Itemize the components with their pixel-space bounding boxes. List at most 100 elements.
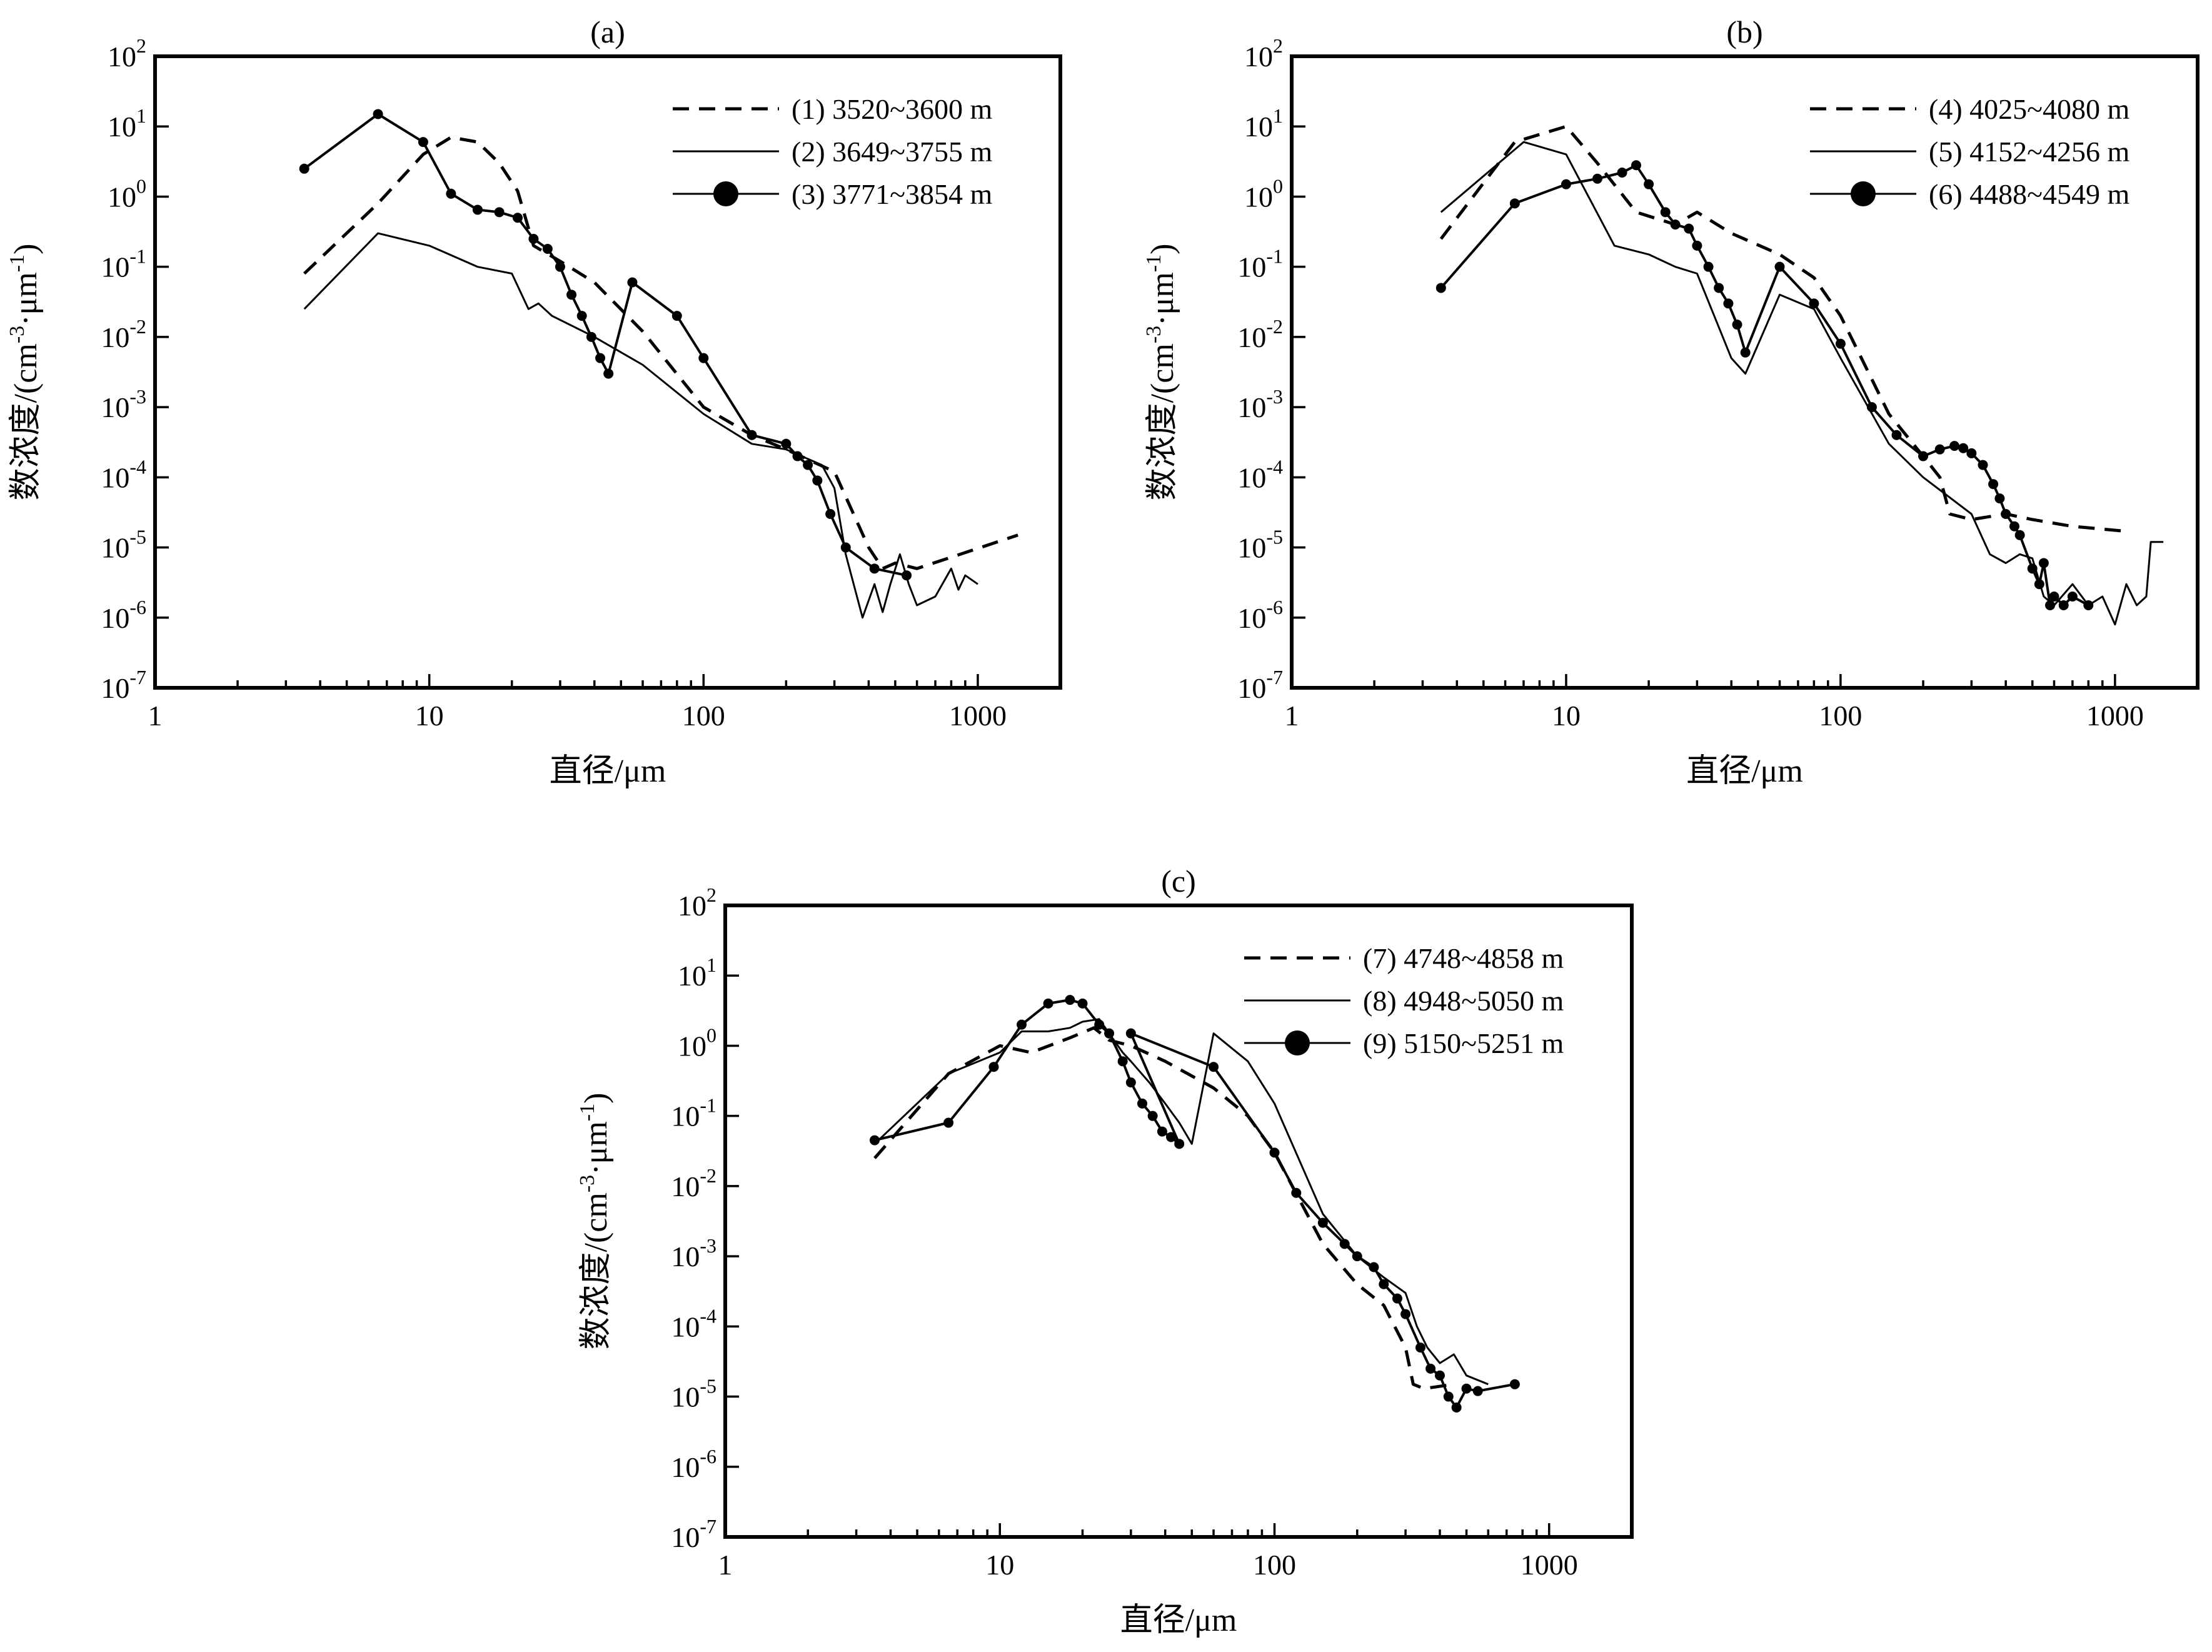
series-point [494, 207, 505, 218]
series-point [542, 244, 553, 254]
y-tick-label: 100 [1244, 174, 1283, 213]
x-axis-title: 直径/μm [550, 753, 666, 789]
series-point [1435, 283, 1446, 293]
series-point [1125, 1028, 1136, 1039]
series-point [1692, 240, 1702, 251]
series-point [576, 311, 587, 321]
x-tick-label: 10 [985, 1549, 1014, 1581]
series-point [825, 509, 836, 520]
series-point [1209, 1062, 1219, 1072]
series-point [1631, 160, 1642, 171]
series-point [1434, 1370, 1445, 1381]
x-tick-label: 1 [718, 1549, 733, 1581]
series-point [1918, 451, 1929, 461]
series-point [1392, 1293, 1402, 1304]
series-line-3 [1440, 164, 2089, 607]
series-line-1 [873, 1026, 1454, 1391]
series-point [1592, 173, 1602, 184]
y-tick-label: 10-2 [671, 1164, 716, 1202]
y-tick-label: 10-6 [671, 1445, 716, 1483]
y-tick-label: 102 [678, 884, 716, 922]
x-tick-label: 1000 [1521, 1549, 1578, 1581]
legend-label: (7) 4748~4858 m [1363, 942, 1564, 974]
series-line-1 [303, 136, 1018, 570]
series-point [1147, 1111, 1158, 1121]
plot-frame [1290, 54, 2199, 690]
series-point [2038, 558, 2049, 568]
series-point [1166, 1132, 1177, 1142]
panel-label: (b) [1726, 14, 1762, 49]
series-line-1 [1439, 124, 2127, 533]
series-point [1617, 168, 1627, 178]
series-point [1732, 320, 1742, 330]
series-point [555, 261, 565, 272]
y-tick-label: 10-6 [1237, 596, 1283, 634]
y-tick-label: 10-1 [1237, 245, 1283, 283]
series-point [1684, 223, 1694, 234]
legend-marker [1285, 1030, 1310, 1055]
series-point [1043, 998, 1053, 1009]
series-point [1978, 460, 1988, 470]
series-point [1660, 207, 1671, 218]
y-tick-label: 10-4 [671, 1304, 716, 1342]
series-point [869, 563, 880, 574]
series-point [2034, 579, 2044, 590]
series-line-2 [873, 1018, 1489, 1386]
series-point [1644, 179, 1654, 189]
series-point [1561, 179, 1571, 189]
series-point [1866, 402, 1877, 413]
series-point [1174, 1139, 1185, 1149]
series-point [1835, 338, 1846, 349]
legend-label: (6) 4488~4549 m [1929, 178, 2130, 210]
y-axis-title: 数浓度/(cm-3·μm-1) [1142, 244, 1180, 501]
series-point [1966, 448, 1977, 458]
x-tick-label: 1000 [949, 700, 1007, 732]
y-tick-label: 102 [108, 34, 146, 73]
legend-marker [713, 181, 738, 206]
series-point [566, 290, 577, 300]
series-point [1352, 1251, 1362, 1262]
x-tick-label: 100 [1253, 1549, 1296, 1581]
legend-marker [1851, 181, 1876, 206]
y-tick-label: 10-4 [101, 455, 146, 493]
y-axis-title: 数浓度/(cm-3·μm-1) [6, 244, 44, 501]
series-point [446, 188, 456, 199]
x-axis-title: 直径/μm [1120, 1603, 1237, 1638]
legend-label: (3) 3771~3854 m [792, 178, 993, 210]
series-point [1137, 1098, 1148, 1109]
series-point [586, 331, 596, 342]
series-point [1670, 219, 1681, 230]
y-tick-label: 10-5 [671, 1375, 716, 1413]
series-point [1094, 1019, 1105, 1030]
series-point [472, 204, 483, 215]
y-tick-label: 101 [678, 954, 716, 992]
series-point [781, 438, 792, 449]
series-point [1339, 1239, 1350, 1249]
x-tick-label: 10 [1552, 700, 1581, 732]
series-point [1415, 1342, 1425, 1353]
series-point [1017, 1019, 1027, 1030]
x-tick-label: 100 [1819, 700, 1862, 732]
y-tick-label: 100 [678, 1024, 716, 1062]
series-point [595, 353, 606, 363]
series-point [943, 1117, 954, 1128]
series-point [1077, 998, 1088, 1009]
series-point [1451, 1402, 1462, 1413]
series-point [418, 137, 428, 148]
series-point [528, 234, 539, 244]
series-point [988, 1062, 999, 1072]
series-point [1400, 1309, 1411, 1319]
series-point [1714, 283, 1724, 293]
series-point [792, 451, 803, 461]
series-point [747, 430, 757, 440]
series-point [1065, 995, 1075, 1005]
y-tick-label: 10-1 [101, 245, 146, 283]
y-tick-label: 10-1 [671, 1094, 716, 1132]
series-point [1461, 1383, 1472, 1394]
series-point [1291, 1187, 1302, 1198]
series-point [1157, 1126, 1167, 1137]
y-tick-label: 10-7 [101, 666, 146, 704]
series-point [627, 277, 638, 288]
series-point [1104, 1028, 1115, 1039]
